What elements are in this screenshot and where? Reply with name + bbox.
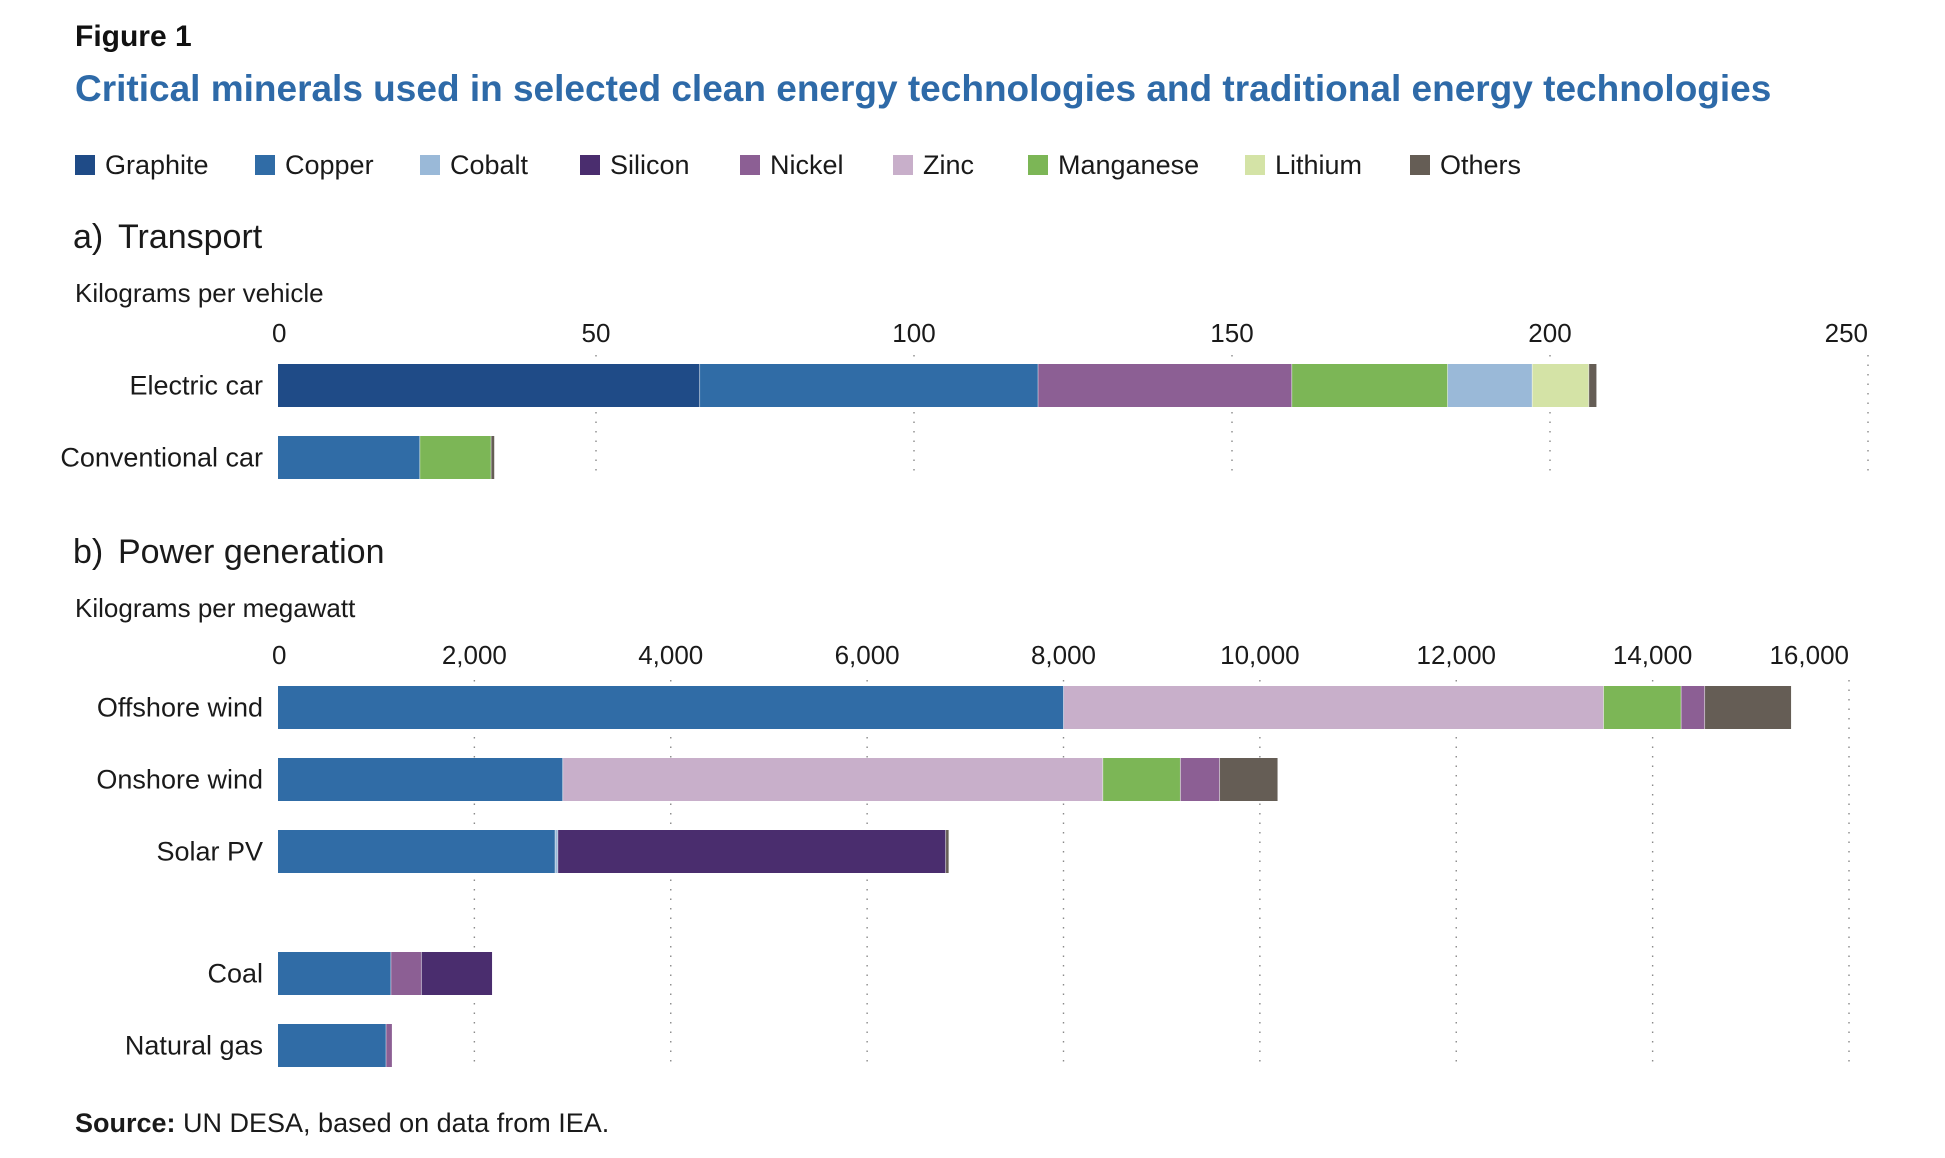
bar-offshore-wind-nickel: [1681, 686, 1705, 729]
legend-swatch: [1028, 155, 1048, 175]
tick-label: 0: [272, 640, 286, 670]
source-label: Source:: [75, 1108, 176, 1138]
bar-conventional-car-copper: [278, 436, 420, 479]
bar-solar-pv-others: [945, 830, 949, 873]
legend-label: Nickel: [770, 149, 844, 180]
bar-electric-car-graphite: [278, 364, 700, 407]
bar-electric-car-cobalt: [1447, 364, 1533, 407]
tick-label: 250: [1825, 318, 1868, 348]
legend-swatch: [740, 155, 760, 175]
legend-swatch: [255, 155, 275, 175]
bar-electric-car-manganese: [1291, 364, 1448, 407]
source-note: Source: UN DESA, based on data from IEA.: [75, 1108, 609, 1139]
bar-natural-gas-copper: [278, 1024, 387, 1067]
figure-label: Figure 1: [75, 20, 192, 53]
bar-electric-car-others: [1588, 364, 1597, 407]
bar-offshore-wind-manganese: [1603, 686, 1682, 729]
bar-conventional-car-others: [491, 436, 495, 479]
legend-item-lithium: Lithium: [1245, 148, 1362, 182]
tick-label: 4,000: [638, 640, 703, 670]
category-label: Onshore wind: [96, 765, 263, 795]
axis-label: Kilograms per megawatt: [75, 593, 356, 623]
category-label: Offshore wind: [97, 693, 263, 723]
tick-label: 8,000: [1031, 640, 1096, 670]
category-label: Conventional car: [60, 443, 263, 473]
legend-item-zinc: Zinc: [893, 148, 974, 182]
legend-swatch: [75, 155, 95, 175]
tick-label: 200: [1528, 318, 1571, 348]
tick-label: 50: [582, 318, 611, 348]
bar-offshore-wind-copper: [278, 686, 1064, 729]
legend-label: Silicon: [610, 149, 690, 180]
category-label: Electric car: [129, 371, 263, 401]
legend-label: Cobalt: [450, 149, 529, 180]
tick-label: 150: [1210, 318, 1253, 348]
category-label: Coal: [207, 959, 263, 989]
legend-label: Graphite: [105, 149, 209, 180]
bar-onshore-wind-zinc: [562, 758, 1103, 801]
legend-label: Manganese: [1058, 149, 1200, 180]
legend-swatch: [1410, 155, 1430, 175]
bar-solar-pv-cobalt: [555, 830, 558, 873]
legend-item-graphite: Graphite: [75, 148, 209, 182]
bar-onshore-wind-others: [1219, 758, 1278, 801]
legend: Graphite Copper Cobalt Silicon Nickel Zinc Man…: [75, 148, 1875, 182]
panel-title: Power generation: [118, 533, 385, 571]
tick-label: 10,000: [1220, 640, 1300, 670]
legend-swatch: [893, 155, 913, 175]
tick-label: 16,000: [1769, 640, 1849, 670]
panel-title: Transport: [118, 218, 263, 256]
panel-label: a): [73, 218, 103, 256]
bar-coal-nickel: [390, 952, 422, 995]
tick-label: 14,000: [1613, 640, 1693, 670]
source-text: UN DESA, based on data from IEA.: [175, 1108, 610, 1138]
bar-onshore-wind-copper: [278, 758, 563, 801]
legend-item-silicon: Silicon: [580, 148, 690, 182]
legend-label: Copper: [285, 149, 374, 180]
legend-item-others: Others: [1410, 148, 1521, 182]
tick-label: 100: [892, 318, 935, 348]
bar-offshore-wind-zinc: [1063, 686, 1604, 729]
bar-solar-pv-copper: [278, 830, 556, 873]
tick-label: 2,000: [442, 640, 507, 670]
bar-conventional-car-manganese: [419, 436, 492, 479]
axis-label: Kilograms per vehicle: [75, 278, 324, 308]
legend-label: Zinc: [923, 149, 975, 180]
legend-item-nickel: Nickel: [740, 148, 844, 182]
legend-swatch: [420, 155, 440, 175]
legend-item-cobalt: Cobalt: [420, 148, 528, 182]
legend-label: Lithium: [1275, 149, 1363, 180]
category-label: Solar PV: [156, 837, 263, 867]
category-label: Natural gas: [125, 1031, 263, 1061]
chart-title: Critical minerals used in selected clean…: [75, 68, 1772, 109]
bar-electric-car-copper: [699, 364, 1039, 407]
tick-label: 6,000: [835, 640, 900, 670]
legend-item-copper: Copper: [255, 148, 374, 182]
bar-coal-silicon: [421, 952, 493, 995]
bar-electric-car-lithium: [1532, 364, 1589, 407]
legend-swatch: [1245, 155, 1265, 175]
tick-label: 0: [272, 318, 286, 348]
bar-electric-car-nickel: [1038, 364, 1292, 407]
bar-solar-pv-silicon: [557, 830, 946, 873]
bar-onshore-wind-nickel: [1180, 758, 1220, 801]
panel-label: b): [73, 533, 103, 571]
legend-swatch: [580, 155, 600, 175]
bar-natural-gas-nickel: [386, 1024, 392, 1067]
legend-label: Others: [1440, 149, 1522, 180]
bar-coal-copper: [278, 952, 391, 995]
bar-onshore-wind-manganese: [1102, 758, 1181, 801]
bar-offshore-wind-others: [1704, 686, 1792, 729]
tick-label: 12,000: [1416, 640, 1496, 670]
legend-item-manganese: Manganese: [1028, 148, 1199, 182]
